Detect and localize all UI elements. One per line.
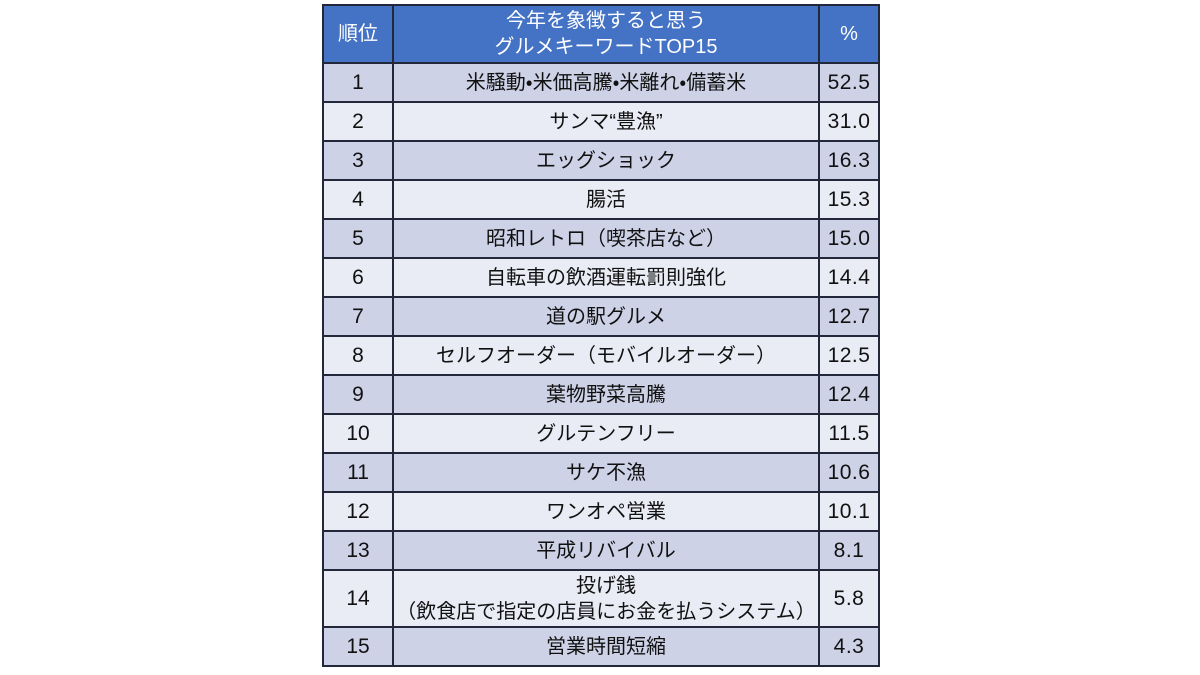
header-percent: % bbox=[818, 4, 880, 64]
table-row: 2 サンマ“豊漁” 31.0 bbox=[322, 101, 880, 142]
table-row: 4 腸活 15.3 bbox=[322, 179, 880, 220]
rank-cell: 3 bbox=[322, 140, 394, 181]
rank-cell: 1 bbox=[322, 62, 394, 103]
keyword-cell: 投げ銭 （飲食店で指定の店員にお金を払うシステム） bbox=[392, 569, 820, 628]
keyword-cell: 平成リバイバル bbox=[392, 530, 820, 571]
percent-cell: 12.7 bbox=[818, 296, 880, 337]
keyword-cell: セルフオーダー（モバイルオーダー） bbox=[392, 335, 820, 376]
keyword-cell: 米騒動・米価高騰・米離れ・備蓄米 bbox=[392, 62, 820, 103]
keyword-cell: ワンオペ営業 bbox=[392, 491, 820, 532]
rank-cell: 15 bbox=[322, 626, 394, 667]
percent-cell: 10.1 bbox=[818, 491, 880, 532]
keyword-cell: 道の駅グルメ bbox=[392, 296, 820, 337]
percent-cell: 5.8 bbox=[818, 569, 880, 628]
table-row: 3 エッグショック 16.3 bbox=[322, 140, 880, 181]
percent-cell: 12.5 bbox=[818, 335, 880, 376]
table-row: 12 ワンオペ営業 10.1 bbox=[322, 491, 880, 532]
keyword-cell: 自転車の飲酒運転罰則強化 bbox=[392, 257, 820, 298]
percent-cell: 31.0 bbox=[818, 101, 880, 142]
rank-cell: 5 bbox=[322, 218, 394, 259]
table-row: 6 自転車の飲酒運転罰則強化 14.4 bbox=[322, 257, 880, 298]
table-row: 11 サケ不漁 10.6 bbox=[322, 452, 880, 493]
rank-cell: 9 bbox=[322, 374, 394, 415]
keyword-cell: 昭和レトロ（喫茶店など） bbox=[392, 218, 820, 259]
table-row: 13 平成リバイバル 8.1 bbox=[322, 530, 880, 571]
keyword-cell: 営業時間短縮 bbox=[392, 626, 820, 667]
percent-cell: 8.1 bbox=[818, 530, 880, 571]
percent-cell: 12.4 bbox=[818, 374, 880, 415]
ranking-table-wrapper: 順位 今年を象徴すると思う グルメキーワードTOP15 % 1 米騒動・米価高騰… bbox=[322, 4, 880, 667]
rank-cell: 6 bbox=[322, 257, 394, 298]
percent-cell: 16.3 bbox=[818, 140, 880, 181]
percent-cell: 14.4 bbox=[818, 257, 880, 298]
percent-cell: 11.5 bbox=[818, 413, 880, 454]
keyword-cell: グルテンフリー bbox=[392, 413, 820, 454]
keyword-cell: 腸活 bbox=[392, 179, 820, 220]
rank-cell: 8 bbox=[322, 335, 394, 376]
percent-cell: 10.6 bbox=[818, 452, 880, 493]
header-rank: 順位 bbox=[322, 4, 394, 64]
rank-cell: 4 bbox=[322, 179, 394, 220]
keyword-cell: サンマ“豊漁” bbox=[392, 101, 820, 142]
rank-cell: 14 bbox=[322, 569, 394, 628]
percent-cell: 15.3 bbox=[818, 179, 880, 220]
rank-cell: 11 bbox=[322, 452, 394, 493]
table-row: 9 葉物野菜高騰 12.4 bbox=[322, 374, 880, 415]
rank-cell: 2 bbox=[322, 101, 394, 142]
ranking-table: 順位 今年を象徴すると思う グルメキーワードTOP15 % 1 米騒動・米価高騰… bbox=[322, 4, 880, 667]
table-row: 7 道の駅グルメ 12.7 bbox=[322, 296, 880, 337]
header-row: 順位 今年を象徴すると思う グルメキーワードTOP15 % bbox=[322, 4, 880, 64]
header-keyword-line1: 今年を象徴すると思う bbox=[506, 10, 706, 32]
keyword-cell: エッグショック bbox=[392, 140, 820, 181]
table-row: 10 グルテンフリー 11.5 bbox=[322, 413, 880, 454]
rank-cell: 13 bbox=[322, 530, 394, 571]
header-keyword: 今年を象徴すると思う グルメキーワードTOP15 bbox=[392, 4, 820, 64]
rank-cell: 10 bbox=[322, 413, 394, 454]
header-keyword-line2: グルメキーワードTOP15 bbox=[494, 36, 718, 58]
percent-cell: 4.3 bbox=[818, 626, 880, 667]
table-row: 14 投げ銭 （飲食店で指定の店員にお金を払うシステム） 5.8 bbox=[322, 569, 880, 628]
table-row: 15 営業時間短縮 4.3 bbox=[322, 626, 880, 667]
keyword-cell: サケ不漁 bbox=[392, 452, 820, 493]
table-row: 8 セルフオーダー（モバイルオーダー） 12.5 bbox=[322, 335, 880, 376]
keyword-cell: 葉物野菜高騰 bbox=[392, 374, 820, 415]
table-row: 5 昭和レトロ（喫茶店など） 15.0 bbox=[322, 218, 880, 259]
table-row: 1 米騒動・米価高騰・米離れ・備蓄米 52.5 bbox=[322, 62, 880, 103]
percent-cell: 52.5 bbox=[818, 62, 880, 103]
rank-cell: 12 bbox=[322, 491, 394, 532]
rank-cell: 7 bbox=[322, 296, 394, 337]
percent-cell: 15.0 bbox=[818, 218, 880, 259]
